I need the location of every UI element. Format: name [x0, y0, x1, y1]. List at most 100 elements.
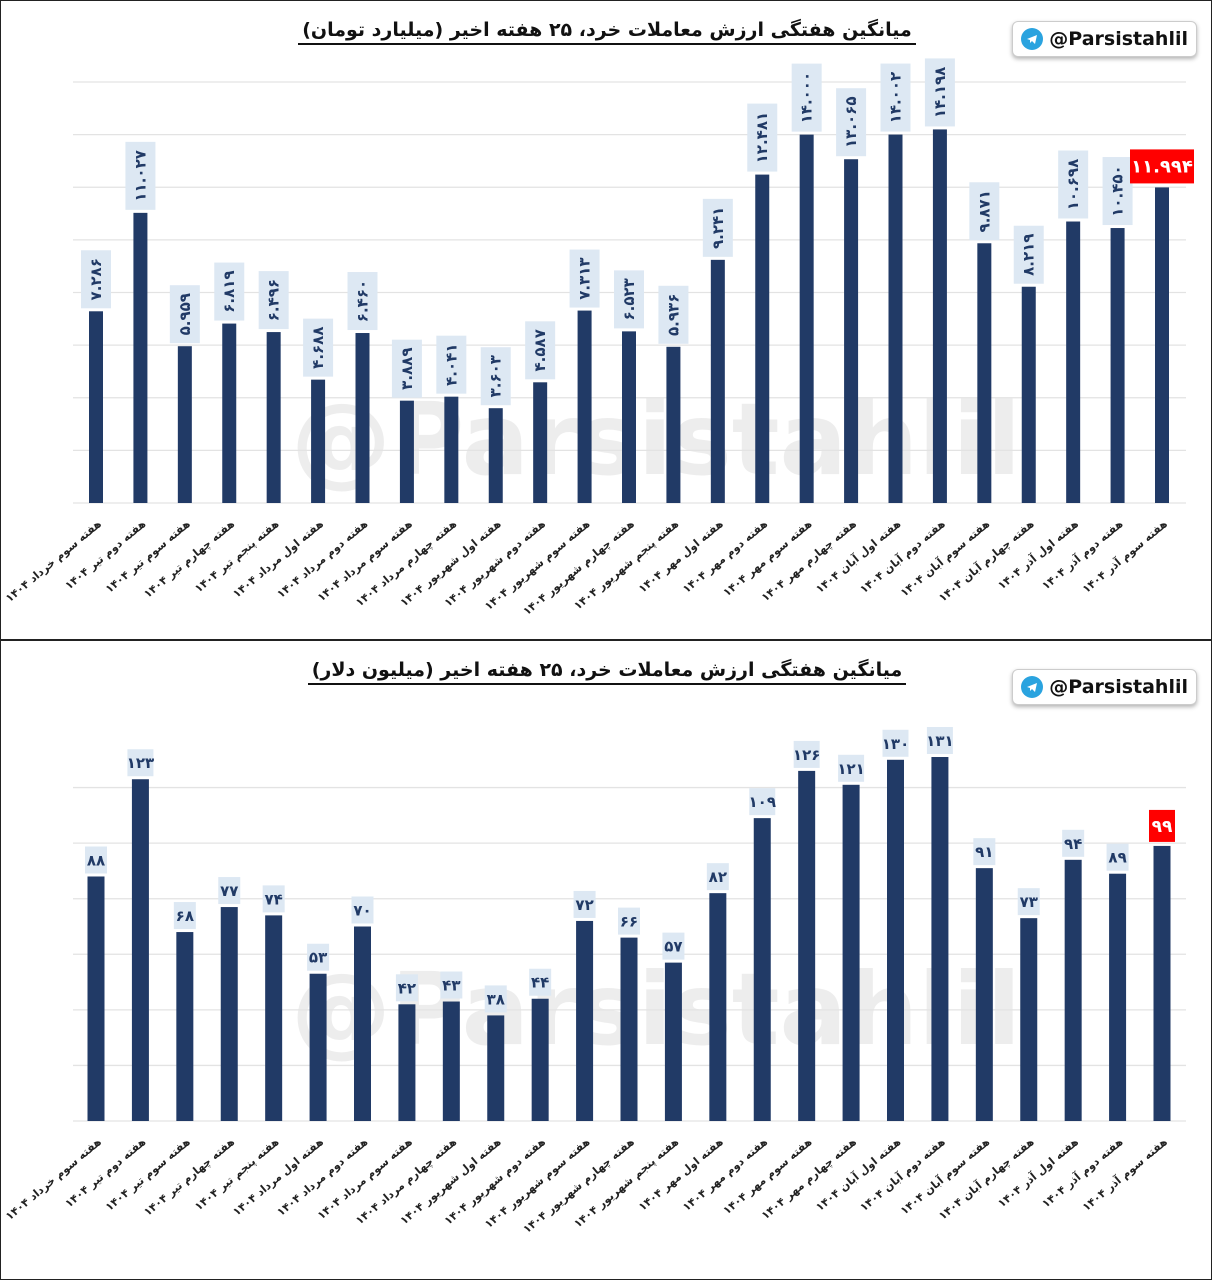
value-label: ۳.۶۰۳ — [487, 355, 505, 397]
bar — [1110, 228, 1125, 504]
chart-panel-dollar: @Parsistahlil ۸۸ هفته سوم خرداد ۱۴۰۴ ۱۲۳ هف… — [0, 640, 1212, 1280]
bar — [398, 1004, 416, 1121]
value-label-box — [926, 727, 953, 755]
category-label: هفته اول مهر ۱۴۰۴ — [636, 517, 726, 595]
category-label: هفته سوم آذر ۱۴۰۴ — [1079, 1135, 1170, 1214]
bar — [666, 346, 681, 503]
bar — [1064, 859, 1082, 1121]
value-label: ۵۷ — [664, 938, 682, 956]
bar — [177, 346, 192, 503]
value-label-box — [440, 971, 463, 999]
value-label-box — [307, 943, 330, 971]
bar — [444, 396, 459, 503]
value-label-box — [969, 182, 1000, 241]
category-label: هفته دوم آبان ۱۴۰۴ — [857, 517, 948, 597]
value-label: ۱۲.۴۸۱ — [753, 112, 771, 163]
value-label: ۴۳ — [442, 977, 460, 995]
value-label-box — [347, 272, 378, 331]
category-label: هفته اول آذر ۱۴۰۴ — [995, 1135, 1081, 1211]
value-label-box — [882, 729, 909, 757]
value-label-box — [658, 285, 689, 344]
bar — [266, 332, 281, 503]
value-label-box — [793, 740, 820, 768]
value-label-box — [484, 985, 507, 1013]
value-label-box — [525, 321, 556, 380]
value-label-box — [1149, 809, 1175, 842]
value-label-box — [81, 250, 111, 309]
chart-title-text: میانگین هفتگی ارزش معاملات خرد، ۲۵ هفته … — [307, 659, 907, 685]
value-label: ۱۲۳ — [127, 754, 154, 772]
value-label: ۱۴.۰۰۰ — [798, 72, 816, 123]
bar — [798, 770, 816, 1121]
value-label: ۷۰ — [353, 902, 371, 920]
value-label: ۱۰.۴۵۰ — [1109, 165, 1127, 216]
bar — [576, 920, 594, 1121]
value-label: ۴.۵۸۷ — [531, 329, 549, 371]
bar — [311, 379, 326, 503]
category-label: هفته دوم مهر ۱۴۰۴ — [680, 1135, 770, 1213]
value-label-box — [395, 974, 418, 1002]
value-label-box — [218, 877, 241, 905]
value-label-box — [614, 270, 644, 329]
value-label: ۱۳۰ — [882, 735, 909, 753]
value-label-box — [480, 347, 511, 406]
category-label: هفته اول آبان ۱۴۰۴ — [813, 517, 904, 596]
category-label: هفته دوم آذر ۱۴۰۴ — [1039, 517, 1126, 593]
bar — [265, 915, 283, 1121]
handle-text: @Parsistahlil — [1049, 28, 1188, 50]
value-label-box — [1130, 149, 1194, 184]
value-label: ۶.۵۲۳ — [620, 278, 638, 320]
value-label-box — [924, 58, 955, 127]
category-label: هفته دوم تیر ۱۴۰۴ — [63, 517, 149, 592]
bar — [664, 962, 682, 1121]
bar — [222, 323, 237, 503]
value-label-box — [1106, 843, 1129, 871]
value-label: ۶.۴۹۶ — [265, 279, 283, 321]
bar — [977, 243, 992, 503]
value-label: ۵۳ — [309, 949, 327, 967]
value-label: ۵.۹۳۶ — [664, 294, 682, 336]
chart-title: میانگین هفتگی ارزش معاملات خرد، ۲۵ هفته … — [1, 659, 1211, 685]
value-label-box — [573, 890, 596, 918]
value-label-box — [391, 339, 422, 398]
value-label: ۳۸ — [487, 990, 505, 1008]
bar — [89, 311, 103, 503]
value-label: ۸۲ — [709, 868, 727, 886]
value-label: ۷۳ — [1020, 893, 1038, 911]
value-label-box — [1062, 829, 1085, 857]
value-label: ۹۹ — [1152, 817, 1173, 837]
telegram-icon — [1021, 676, 1044, 698]
value-label: ۶.۴۶۰ — [354, 280, 372, 322]
value-label-box — [749, 788, 776, 816]
bar — [887, 759, 904, 1121]
category-label: هفته پنجم تیر ۱۴۰۴ — [192, 517, 281, 595]
value-label: ۸۸ — [87, 851, 105, 869]
value-label: ۴۴ — [531, 974, 549, 992]
value-label: ۱۰۹ — [749, 793, 776, 811]
value-label: ۶.۸۱۹ — [220, 270, 238, 312]
bar — [755, 174, 770, 503]
value-label: ۱۲۱ — [837, 760, 864, 778]
value-label: ۴۲ — [398, 979, 416, 997]
value-label-box — [747, 103, 778, 172]
value-label: ۳.۸۸۹ — [398, 348, 416, 390]
bar — [844, 159, 859, 504]
category-label: هفته اول مهر ۱۴۰۴ — [636, 1135, 726, 1213]
bar — [354, 926, 371, 1121]
telegram-badge: @Parsistahlil — [1012, 21, 1197, 57]
bar — [620, 937, 638, 1121]
value-label-box — [169, 285, 200, 344]
value-label: ۴.۰۴۱ — [442, 344, 460, 386]
bar — [488, 408, 503, 503]
bar — [533, 382, 548, 503]
bar — [799, 134, 814, 503]
category-label: هفته سوم تیر ۱۴۰۴ — [103, 1135, 193, 1213]
bar — [1020, 918, 1038, 1121]
bar — [753, 818, 771, 1121]
bar — [442, 1001, 460, 1121]
chart-panel-toman: @Parsistahlil ۷.۲۸۶ هفته سوم خرداد ۱۴۰۴ ۱۱… — [0, 0, 1212, 640]
chart-title: میانگین هفتگی ارزش معاملات خرد، ۲۵ هفته … — [1, 19, 1211, 45]
value-label: ۷.۳۱۳ — [576, 257, 594, 299]
telegram-badge: @Parsistahlil — [1012, 669, 1197, 705]
